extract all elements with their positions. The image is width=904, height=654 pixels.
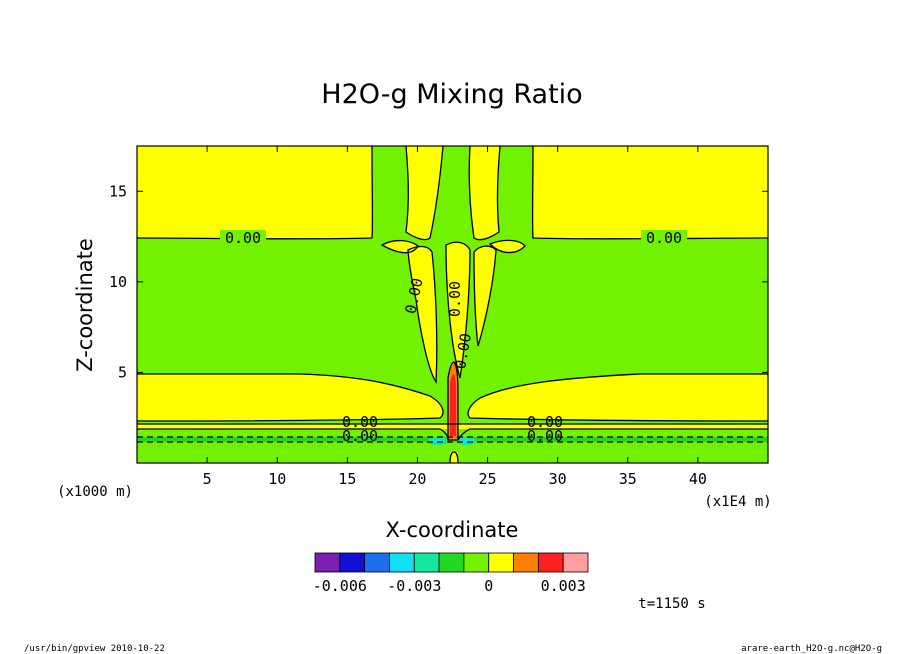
footer-right: arare-earth_H2O-g.nc@H2O-g <box>741 644 882 654</box>
plot-area: 0.00 0.00 0.00 0.00 0.00 0.00 0.00 0.00 … <box>136 145 769 464</box>
contour-line <box>531 145 769 240</box>
x-tick-label: 30 <box>549 470 567 488</box>
contour-label: 0.00 <box>646 229 682 247</box>
colorbar-swatch <box>413 552 440 573</box>
contour-lines <box>136 145 769 464</box>
colorbar: -0.006 -0.003 0 0.003 <box>313 552 589 595</box>
y-tick-label: 10 <box>109 273 127 291</box>
x-tick-label: 20 <box>408 470 426 488</box>
colorbar-swatch <box>463 552 490 573</box>
contour-line <box>407 245 438 385</box>
colorbar-swatch <box>562 552 589 573</box>
colorbar-swatch <box>339 552 366 573</box>
contour-line <box>449 451 459 464</box>
colorbar-swatch <box>537 552 564 573</box>
time-label: t=1150 s <box>638 596 705 612</box>
contour-line <box>467 373 769 422</box>
colorbar-swatch <box>364 552 390 573</box>
x-tick-label: 10 <box>268 470 286 488</box>
upper-right-positive-region <box>532 146 768 239</box>
contour-line <box>447 361 459 441</box>
contour-line <box>473 245 497 347</box>
contour-label-bg <box>220 230 266 246</box>
chart-title: H2O-g Mixing Ratio <box>321 79 582 110</box>
contour-line <box>380 239 419 254</box>
x-tick-label: 35 <box>619 470 637 488</box>
y-axis-title: Z-coordinate <box>73 238 97 372</box>
contour-line <box>488 239 526 254</box>
y-tick-label: 5 <box>118 363 127 381</box>
colorbar-swatch <box>389 552 415 573</box>
contour-label: 0.00 <box>342 427 378 445</box>
upper-left-positive-region <box>137 146 373 239</box>
lower-right-positive-region <box>468 374 768 421</box>
colorbar-swatch <box>438 552 465 573</box>
colorbar-label: -0.006 <box>313 577 367 595</box>
contour-label-bg <box>641 230 687 246</box>
inner-left-column-region <box>408 246 437 382</box>
x-unit-note: (x1E4 m) <box>704 494 771 510</box>
contour-label: 0.00 <box>342 413 378 431</box>
y-axis: 5 10 15 <box>109 182 768 381</box>
footer-left: /usr/bin/gpview 2010-10-22 <box>24 644 165 654</box>
contour-label: 0.00 <box>451 332 475 371</box>
x-tick-label: 25 <box>479 470 497 488</box>
surface-positive-spot <box>450 452 458 463</box>
x-tick-label: 15 <box>338 470 356 488</box>
contour-label: 0.00 <box>527 427 563 445</box>
lower-left-positive-region <box>137 374 443 421</box>
contour-label: 0.00 <box>446 281 464 317</box>
x-tick-label: 40 <box>689 470 707 488</box>
colorbar-swatch <box>488 552 514 573</box>
plume-right-arm-region <box>469 146 500 240</box>
x-tick-label: 5 <box>203 470 212 488</box>
y-tick-label: 15 <box>109 182 127 200</box>
x-axis: 5 10 15 20 25 30 35 40 <box>203 146 707 488</box>
contour-label: 0.00 <box>527 413 563 431</box>
contour-line <box>445 241 471 379</box>
plot-frame <box>136 145 769 464</box>
inner-right-column-region <box>474 246 496 346</box>
contour-line <box>136 145 374 240</box>
contour-line <box>405 145 444 241</box>
colorbar-swatch <box>314 552 341 573</box>
contour-line <box>468 145 501 241</box>
plume-core-red <box>450 374 456 436</box>
colorbar-label: 0.003 <box>541 577 586 595</box>
colorbar-label: 0 <box>484 577 493 595</box>
colorbar-swatch <box>513 552 539 573</box>
y-unit-note: (x1000 m) <box>57 484 133 500</box>
contour-label: 0.00 <box>225 229 261 247</box>
x-axis-title: X-coordinate <box>386 518 519 542</box>
colorbar-label: -0.003 <box>387 577 441 595</box>
contour-line <box>136 373 444 422</box>
